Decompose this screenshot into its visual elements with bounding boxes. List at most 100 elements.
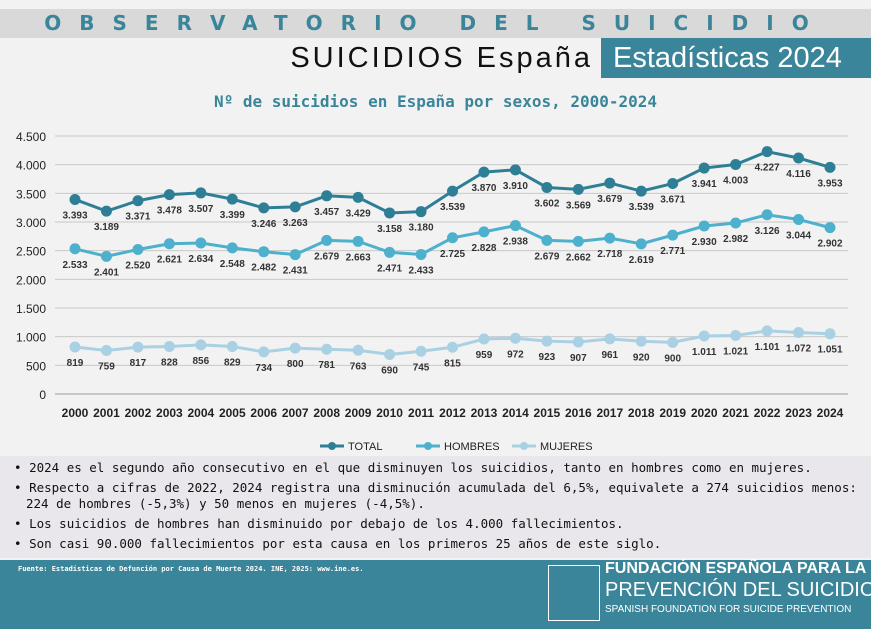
data-point xyxy=(321,190,333,202)
data-label: 959 xyxy=(476,350,493,361)
data-label: 819 xyxy=(67,358,84,369)
x-tick-label: 2011 xyxy=(408,406,434,420)
data-label: 734 xyxy=(255,363,272,374)
x-tick-label: 2023 xyxy=(785,406,812,420)
bullet-item: • Los suicidios de hombres han disminuid… xyxy=(14,516,624,531)
data-label: 2.679 xyxy=(314,251,339,262)
y-tick-label: 1.500 xyxy=(16,302,46,316)
data-point xyxy=(572,235,584,247)
data-point xyxy=(730,158,742,170)
data-point xyxy=(824,161,836,173)
y-tick-label: 4.500 xyxy=(16,130,46,144)
legend-label: TOTAL xyxy=(348,441,382,453)
data-point xyxy=(289,342,301,354)
data-point xyxy=(384,207,396,219)
data-label: 828 xyxy=(161,358,178,369)
data-point xyxy=(69,243,81,255)
data-point xyxy=(761,209,773,221)
y-tick-label: 0 xyxy=(39,388,46,402)
data-label: 1.072 xyxy=(786,344,811,355)
data-point xyxy=(415,206,427,218)
data-point xyxy=(478,226,490,238)
data-point xyxy=(384,246,396,258)
data-label: 972 xyxy=(507,349,524,360)
bullet-item: • 2024 es el segundo año consecutivo en … xyxy=(14,460,812,475)
data-label: 3.910 xyxy=(503,181,528,192)
data-point xyxy=(447,232,458,244)
data-point xyxy=(195,187,207,199)
data-point xyxy=(132,341,144,353)
data-point xyxy=(698,162,710,174)
data-label: 1.011 xyxy=(692,347,717,358)
data-point xyxy=(541,335,553,347)
data-label: 907 xyxy=(570,353,587,364)
x-tick-label: 2000 xyxy=(62,406,89,420)
data-label: 2.828 xyxy=(471,243,496,254)
data-point xyxy=(793,152,805,164)
data-label: 3.246 xyxy=(251,219,276,230)
data-point xyxy=(289,249,301,261)
data-label: 759 xyxy=(98,361,115,372)
data-label: 3.180 xyxy=(409,223,434,234)
data-point xyxy=(478,166,490,178)
data-point xyxy=(447,185,458,197)
data-point xyxy=(132,195,144,207)
data-point xyxy=(604,177,616,189)
data-point xyxy=(415,249,427,261)
data-label: 2.619 xyxy=(629,255,654,266)
data-point xyxy=(667,336,679,348)
data-label: 3.941 xyxy=(692,179,717,190)
x-tick-label: 2012 xyxy=(439,406,466,420)
data-point xyxy=(258,346,270,358)
data-label: 3.569 xyxy=(566,200,591,211)
data-point xyxy=(824,222,836,234)
data-point xyxy=(793,327,805,339)
data-point xyxy=(604,333,616,345)
data-point xyxy=(761,325,773,337)
data-point xyxy=(163,341,175,353)
x-tick-label: 2004 xyxy=(187,406,214,420)
data-point xyxy=(384,348,396,360)
data-label: 2.771 xyxy=(660,246,685,257)
data-point xyxy=(698,220,710,232)
x-tick-label: 2009 xyxy=(345,406,372,420)
data-label: 3.371 xyxy=(125,212,150,223)
data-label: 2.548 xyxy=(220,259,245,270)
data-label: 2.902 xyxy=(817,239,842,250)
data-point xyxy=(321,234,333,246)
legend-label: HOMBRES xyxy=(444,441,500,453)
data-label: 3.263 xyxy=(283,218,308,229)
data-label: 2.401 xyxy=(94,267,119,278)
data-point xyxy=(793,213,805,225)
data-point xyxy=(321,343,333,355)
logo-square-icon xyxy=(548,565,600,621)
data-label: 3.953 xyxy=(817,178,842,189)
data-label: 2.662 xyxy=(566,252,591,263)
data-label: 961 xyxy=(601,350,618,361)
data-point xyxy=(226,340,238,352)
data-point xyxy=(163,189,175,201)
data-point xyxy=(447,341,458,353)
data-label: 690 xyxy=(381,365,398,376)
data-point xyxy=(509,332,521,344)
data-label: 829 xyxy=(224,357,241,368)
data-label: 2.938 xyxy=(503,237,528,248)
data-point xyxy=(163,238,175,250)
data-label: 1.051 xyxy=(817,345,842,356)
data-point xyxy=(289,201,301,213)
data-label: 3.870 xyxy=(471,183,496,194)
data-point xyxy=(69,341,81,353)
year-badge: Estadísticas 2024 xyxy=(601,38,871,78)
data-label: 3.158 xyxy=(377,224,402,235)
data-label: 900 xyxy=(664,353,681,364)
data-label: 800 xyxy=(287,359,304,370)
data-label: 2.471 xyxy=(377,263,402,274)
data-point xyxy=(100,205,112,217)
data-label: 3.399 xyxy=(220,210,245,221)
x-tick-label: 2017 xyxy=(596,406,623,420)
data-label: 2.621 xyxy=(157,255,182,266)
data-label: 3.478 xyxy=(157,206,182,217)
data-point xyxy=(572,336,584,348)
data-point xyxy=(761,146,773,158)
bullet-item: • Son casi 90.000 fallecimientos por est… xyxy=(14,536,662,551)
